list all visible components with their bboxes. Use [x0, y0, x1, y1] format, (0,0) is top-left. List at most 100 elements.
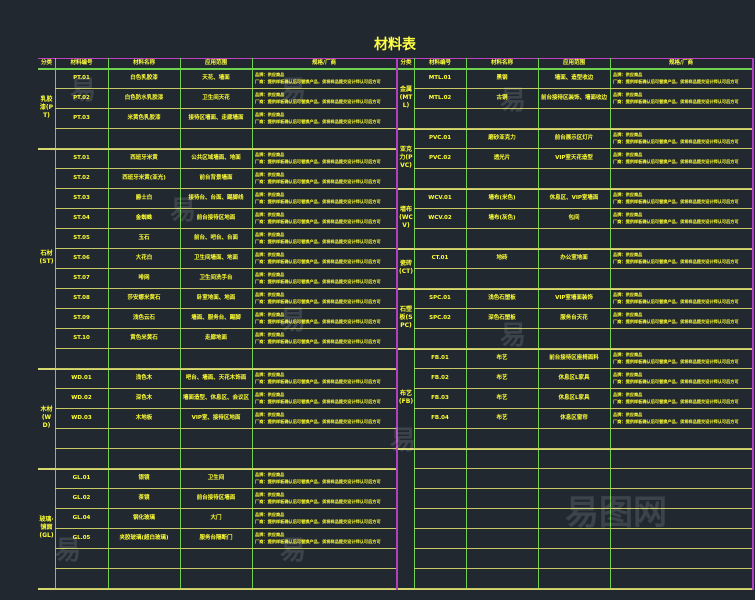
material-code: GL.02 — [72, 495, 91, 501]
row-line — [414, 508, 752, 509]
application-area: 墙面造型、休息区、会议区 — [182, 395, 249, 401]
spec-line: 厂商：提供样板确认后可替换产品，须将样品提交设计师认可后方可 — [255, 179, 381, 184]
material-code — [55, 548, 108, 568]
material-name — [466, 428, 538, 448]
spec-manufacturer: 品牌：供应商品 厂商：提供样板确认后可替换产品，须将样品提交设计师认可后方可 — [252, 228, 396, 248]
spec-line: 品牌：供应商品 — [255, 512, 285, 517]
material-name: 墙布(米色) — [488, 195, 516, 201]
spec-manufacturer: 品牌：供应商品 厂商：提供样板确认后可替换产品，须将样品提交设计师认可后方可 — [252, 108, 396, 128]
application-area — [538, 428, 610, 448]
spec-line: 厂商：提供样板确认后可替换产品，须将样品提交设计师认可后方可 — [613, 299, 739, 304]
material-name: 大花白 — [135, 255, 153, 261]
material-name — [466, 228, 538, 248]
spec-line: 厂商：提供样板确认后可替换产品，须将样品提交设计师认可后方可 — [613, 359, 739, 364]
row-line — [414, 208, 752, 209]
spec-line: 厂商：提供样板确认后可替换产品，须将样品提交设计师认可后方可 — [255, 419, 381, 424]
application-area: 办公室地面 — [560, 255, 588, 261]
spec-line: 品牌：供应商品 — [255, 312, 285, 317]
material-code: MTL.01 — [428, 75, 452, 81]
material-code: FB.01 — [431, 355, 449, 361]
row-line — [55, 548, 396, 549]
header-area: 应用范围 — [204, 60, 227, 66]
application-area — [538, 548, 610, 568]
application-area: 吧台、墙面、天花木饰面 — [185, 375, 247, 381]
spec-line: 厂商：提供样板确认后可替换产品，须将样品提交设计师认可后方可 — [255, 219, 381, 224]
material-name — [466, 108, 538, 128]
spec-manufacturer: 品牌：供应商品 厂商：提供样板确认后可替换产品，须将样品提交设计师认可后方可 — [252, 488, 396, 508]
material-name: 布艺 — [496, 355, 508, 361]
table-divider — [396, 58, 398, 590]
header-category: 分类 — [40, 60, 52, 66]
material-name: 白色乳胶漆 — [130, 75, 158, 81]
material-code: CT.01 — [431, 255, 449, 261]
material-name: 深色石塑板 — [488, 315, 516, 321]
application-area: 休息区、VIP室墙面 — [549, 195, 599, 201]
application-area: 服务台天花 — [560, 315, 588, 321]
header-area: 应用范围 — [562, 60, 585, 66]
row-line — [55, 188, 396, 189]
material-code: ST.03 — [73, 195, 90, 201]
row-line — [414, 448, 752, 449]
header-name: 材料名称 — [490, 60, 513, 66]
spec-manufacturer: 品牌：供应商品 厂商：提供样板确认后可替换产品，须将样品提交设计师认可后方可 — [610, 188, 752, 208]
row-line — [55, 128, 396, 129]
column-line — [466, 58, 467, 588]
material-name: 西班牙米黄 — [130, 155, 158, 161]
application-area — [538, 168, 610, 188]
category-label: 石材(ST) — [39, 250, 54, 265]
spec-manufacturer: 品牌：供应商品 厂商：提供样板确认后可替换产品，须将样品提交设计师认可后方可 — [252, 508, 396, 528]
spec-line: 厂商：提供样板确认后可替换产品，须将样品提交设计师认可后方可 — [255, 399, 381, 404]
category-label: 亚克力(PVC) — [399, 146, 413, 169]
material-name: 木地板 — [135, 415, 153, 421]
row-line — [55, 388, 396, 389]
material-code: ST.07 — [73, 275, 90, 281]
spec-line: 厂商：提供样板确认后可替换产品，须将样品提交设计师认可后方可 — [255, 379, 381, 384]
application-area: 前台、吧台、台面 — [193, 235, 238, 241]
spec-line: 品牌：供应商品 — [613, 132, 643, 137]
category-label: 玻璃·镜面(GL) — [39, 516, 54, 539]
spec-manufacturer: 品牌：供应商品 厂商：提供样板确认后可替换产品，须将样品提交设计师认可后方可 — [610, 208, 752, 228]
spec-line: 品牌：供应商品 — [613, 252, 643, 257]
material-code: GL.05 — [72, 535, 91, 541]
row-line — [55, 328, 396, 329]
material-name — [466, 528, 538, 548]
row-line — [55, 368, 396, 369]
row-line — [414, 388, 752, 389]
header-name: 材料名称 — [132, 60, 155, 66]
spec-manufacturer: 品牌：供应商品 厂商：提供样板确认后可替换产品，须将样品提交设计师认可后方可 — [252, 168, 396, 188]
row-line — [414, 268, 752, 269]
spec-manufacturer: 品牌：供应商品 厂商：提供样板确认后可替换产品，须将样品提交设计师认可后方可 — [252, 88, 396, 108]
application-area — [538, 268, 610, 288]
row-line — [414, 488, 752, 489]
application-area: 墙面、服务台、踢脚 — [191, 315, 241, 321]
material-name — [466, 468, 538, 488]
material-name: 黄色米黄石 — [130, 335, 158, 341]
row-line — [55, 108, 396, 109]
application-area: 前台展示区灯片 — [554, 135, 594, 141]
spec-line: 品牌：供应商品 — [255, 252, 285, 257]
material-code — [414, 568, 466, 588]
category-label: 墙布(WCV) — [399, 206, 413, 229]
row-line — [414, 328, 752, 329]
row-line — [55, 228, 396, 229]
spec-manufacturer: 品牌：供应商品 厂商：提供样板确认后可替换产品，须将样品提交设计师认可后方可 — [610, 248, 752, 268]
application-area: 接待区墙面、走廊墙面 — [188, 115, 244, 121]
column-line — [180, 58, 181, 588]
header-line — [398, 68, 752, 70]
spec-line: 品牌：供应商品 — [255, 272, 285, 277]
spec-manufacturer: 品牌：供应商品 厂商：提供样板确认后可替换产品，须将样品提交设计师认可后方可 — [252, 388, 396, 408]
spec-line: 品牌：供应商品 — [255, 232, 285, 237]
material-code — [55, 448, 108, 468]
spec-line: 品牌：供应商品 — [255, 292, 285, 297]
application-area — [538, 448, 610, 468]
spec-line: 厂商：提供样板确认后可替换产品，须将样品提交设计师认可后方可 — [613, 79, 739, 84]
material-code: SPC.01 — [429, 295, 451, 301]
material-name — [466, 448, 538, 468]
spec-manufacturer: 品牌：供应商品 厂商：提供样板确认后可替换产品，须将样品提交设计师认可后方可 — [610, 288, 752, 308]
material-code — [414, 268, 466, 288]
material-code: ST.05 — [73, 235, 90, 241]
spec-manufacturer: 品牌：供应商品 厂商：提供样板确认后可替换产品，须将样品提交设计师认可后方可 — [252, 408, 396, 428]
spec-line: 品牌：供应商品 — [255, 492, 285, 497]
material-name: 透光片 — [493, 155, 511, 161]
material-code — [414, 488, 466, 508]
